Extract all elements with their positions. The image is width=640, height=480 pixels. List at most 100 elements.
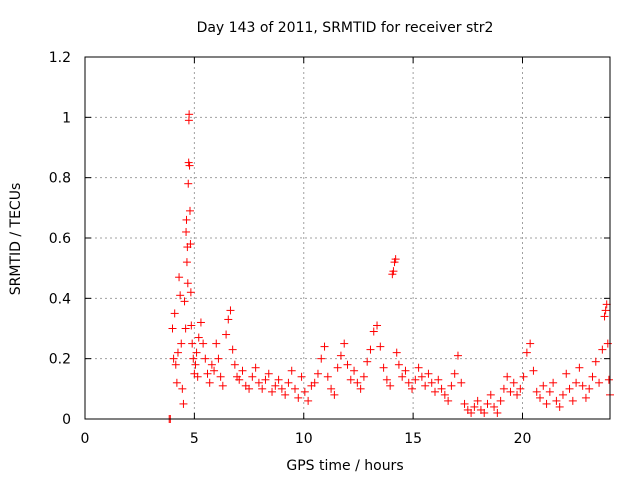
data-point-0-123 [453,351,462,360]
data-point-0-58 [251,363,260,372]
data-point-0-166 [595,378,604,387]
data-point-0-90 [356,384,365,393]
data-point-0-84 [336,351,345,360]
data-point-0-128 [470,402,479,411]
data-point-0-119 [440,390,449,399]
data-point-0-19 [183,279,192,288]
data-point-0-30 [189,354,198,363]
x-tick-label-3: 15 [404,431,422,447]
data-point-0-67 [281,390,290,399]
data-point-0-70 [291,384,299,393]
data-point-0-34 [193,372,202,381]
data-point-0-65 [274,375,283,384]
data-point-0-151 [545,387,554,396]
tick-labels-layer: 0 5 10 15 20 0 0.2 0.4 0.6 0.8 1 1.2 [49,50,532,447]
data-point-0-118 [437,384,446,393]
data-point-0-94 [369,327,378,336]
data-point-0-25 [186,206,194,215]
data-point-0-15 [182,227,191,236]
data-point-0-24 [185,161,194,170]
data-point-0-124 [457,378,466,387]
data-point-0-144 [522,348,531,357]
data-point-0-101 [389,267,398,276]
data-point-0-66 [277,384,286,393]
data-point-0-112 [417,372,426,381]
data-point-0-33 [192,348,201,357]
y-tick-label-1: 0.2 [49,352,71,368]
data-point-0-145 [526,339,535,348]
y-axis-label: SRMTID / TECUs [8,183,24,296]
data-point-0-137 [499,384,508,393]
data-point-0-96 [376,342,385,351]
data-point-0-42 [210,366,219,375]
x-axis-label: GPS time / hours [286,458,403,474]
data-point-0-74 [304,396,313,405]
data-point-0-122 [450,369,459,378]
data-point-0-71 [294,393,303,402]
y-tick-label-6: 1.2 [49,50,71,66]
data-point-0-165 [591,357,600,366]
data-point-0-117 [434,375,443,384]
data-point-0-85 [340,339,349,348]
y-tick-label-4: 0.8 [49,171,71,187]
data-point-0-169 [601,306,610,315]
data-point-0-108 [404,378,413,387]
data-point-0-114 [424,369,433,378]
data-point-0-38 [201,354,210,363]
data-point-0-168 [600,312,609,321]
data-point-0-56 [245,384,254,393]
data-point-0-92 [363,357,372,366]
data-point-0-60 [258,384,267,393]
data-point-0-109 [408,384,417,393]
data-point-0-139 [506,387,515,396]
data-point-0-61 [261,375,270,384]
data-point-0-88 [350,366,359,375]
data-point-0-54 [238,366,247,375]
data-point-0-125 [460,399,469,408]
axes-layer [84,56,611,420]
data-point-0-156 [562,369,571,378]
data-point-0-83 [333,363,342,372]
data-point-0-57 [248,372,257,381]
x-tick-label-0: 0 [81,431,90,447]
data-point-0-157 [565,384,574,393]
data-point-0-23 [185,110,194,119]
data-point-0-160 [575,363,584,372]
data-point-0-135 [493,408,502,417]
data-point-0-86 [343,360,352,369]
data-point-0-17 [182,258,191,267]
data-point-0-35 [194,333,203,342]
data-point-0-3 [169,354,178,363]
data-point-0-159 [572,378,581,387]
data-point-0-16 [182,215,191,224]
data-point-0-138 [503,372,512,381]
data-point-0-69 [287,366,296,375]
data-point-0-93 [366,345,375,354]
data-point-0-104 [392,348,401,357]
data-point-0-170 [602,300,611,309]
data-point-0-53 [235,375,244,384]
data-point-0-142 [516,384,525,393]
data-point-0-89 [353,378,362,387]
data-point-0-46 [218,381,227,390]
data-point-0-147 [532,387,541,396]
data-point-0-28 [187,321,196,330]
data-point-0-120 [444,396,453,405]
data-point-0-98 [382,375,391,384]
data-point-0-146 [529,366,538,375]
data-point-0-111 [414,363,423,372]
data-point-0-106 [398,372,407,381]
data-point-0-14 [181,324,190,333]
data-point-0-78 [317,354,326,363]
chart-title: Day 143 of 2011, SRMTID for receiver str… [197,20,494,36]
x-tick-label-4: 20 [514,431,532,447]
data-point-0-152 [549,378,558,387]
data-point-0-91 [359,372,368,381]
data-point-0-113 [421,381,430,390]
data-point-0-81 [327,384,336,393]
data-point-0-62 [264,369,273,378]
data-point-0-141 [513,390,522,399]
data-point-0-110 [411,375,420,384]
